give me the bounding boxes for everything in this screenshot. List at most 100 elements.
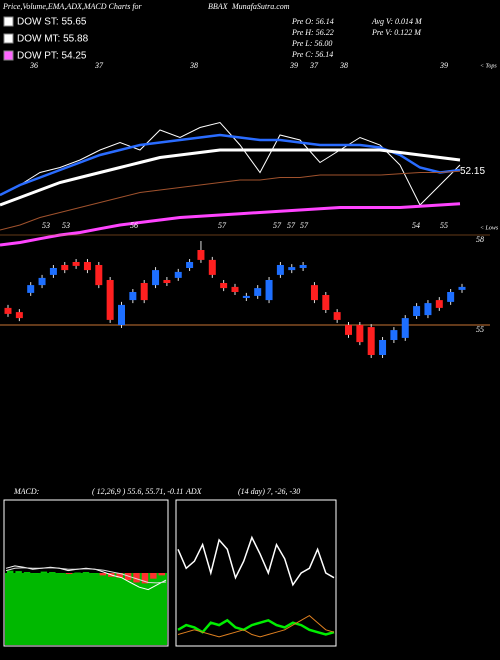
candle-body [401, 318, 409, 338]
header-title: Price,Volume,EMA,ADX,MACD Charts for [2, 2, 143, 11]
candle-body [242, 295, 250, 298]
top-label: 37 [94, 61, 104, 70]
candle-body [356, 325, 364, 343]
macd-frame [3, 499, 169, 647]
top-label: 36 [29, 61, 38, 70]
macd-fill [5, 573, 167, 645]
bottom-label: 53 [42, 221, 50, 230]
series-line [0, 202, 461, 247]
header-ticker: BBAX [208, 2, 229, 11]
candle-body [413, 306, 421, 316]
series-line [177, 535, 335, 587]
candle-body [390, 330, 398, 340]
candle-body [322, 295, 330, 310]
candle-body [299, 265, 307, 268]
adx-frame [175, 499, 337, 647]
bottom-label: 55 [440, 221, 448, 230]
panel-title: MACD: [13, 487, 40, 496]
axis-note: < Tops [480, 63, 497, 69]
candle-body [174, 271, 182, 278]
series-line [177, 618, 335, 636]
histogram-bar [74, 572, 81, 574]
histogram-bar [15, 571, 22, 573]
panel-params: ( 12,26,9 ) 55.6, 55.71, -0.11 [92, 487, 183, 496]
series-line [0, 133, 461, 197]
candle-body [49, 268, 57, 275]
histogram-bar [7, 570, 14, 573]
candle-body [118, 304, 125, 325]
panel-params: (14 day) 7, -26, -30 [238, 487, 300, 496]
candle-body [265, 280, 273, 301]
candle-body [15, 312, 23, 319]
bottom-label: 57 [287, 221, 296, 230]
candle-body [435, 300, 443, 308]
price-annotation: 52.15 [460, 166, 485, 177]
legend-label: DOW PT: 54.25 [17, 51, 87, 62]
top-label: 38 [339, 61, 348, 70]
candle-body [220, 283, 228, 289]
info-text: Pre H: 56.22 [291, 28, 334, 37]
candle-body [447, 292, 455, 302]
candle-body [288, 267, 296, 271]
info-text: Pre O: 56.14 [291, 17, 334, 26]
bottom-label: 57 [300, 221, 309, 230]
candle-body [163, 280, 171, 283]
legend-swatch [3, 16, 14, 27]
top-label: 39 [289, 61, 298, 70]
histogram-bar [40, 571, 48, 573]
candle-body [95, 265, 103, 286]
histogram-bar [158, 573, 165, 576]
candle-body [367, 327, 375, 355]
bottom-label: 53 [62, 221, 70, 230]
candle-body [106, 280, 114, 320]
candle-body [129, 292, 137, 301]
axis-note: < Lows [480, 225, 499, 231]
series-line [0, 170, 461, 231]
top-label: 39 [439, 61, 448, 70]
histogram-bar [49, 572, 56, 573]
candle-body [379, 340, 387, 355]
candle-body [424, 303, 432, 316]
candle-body [61, 265, 69, 271]
top-label: 38 [189, 61, 198, 70]
legend-label: DOW ST: 55.65 [17, 17, 87, 28]
candle-body [208, 259, 216, 275]
bottom-label: 54 [412, 221, 420, 230]
info-text: Pre C: 56.14 [291, 50, 333, 59]
panel-title: ADX [185, 487, 203, 496]
candle-body [254, 288, 262, 296]
histogram-bar [150, 573, 157, 579]
bottom-label: 56 [130, 221, 138, 230]
candle-body [231, 286, 239, 292]
histogram-bar [141, 573, 149, 584]
candle-body [140, 283, 148, 301]
histogram-bar [23, 572, 31, 573]
legend-swatch [3, 33, 14, 44]
info-text: Avg V: 0.014 M [371, 17, 423, 26]
bottom-label: 57 [218, 221, 227, 230]
candle-body [186, 262, 194, 268]
legend-swatch [3, 50, 14, 61]
bottom-label: 57 [273, 221, 282, 230]
y-tick-label: 58 [476, 235, 484, 244]
candle-body [4, 307, 12, 314]
candle-body [333, 312, 341, 320]
candle-body [83, 262, 91, 271]
histogram-bar [32, 573, 39, 574]
candle-body [27, 285, 35, 293]
y-tick-label: 55 [476, 325, 484, 334]
top-label: 37 [309, 61, 319, 70]
legend-label: DOW MT: 55.88 [17, 34, 89, 45]
histogram-bar [82, 572, 90, 573]
candle-body [38, 277, 46, 286]
histogram-bar [99, 573, 107, 576]
candle-body [310, 285, 318, 301]
info-text: Pre V: 0.122 M [371, 28, 422, 37]
series-line [177, 614, 335, 638]
series-line [5, 567, 167, 584]
candle-body [72, 262, 80, 266]
candle-body [276, 265, 284, 275]
